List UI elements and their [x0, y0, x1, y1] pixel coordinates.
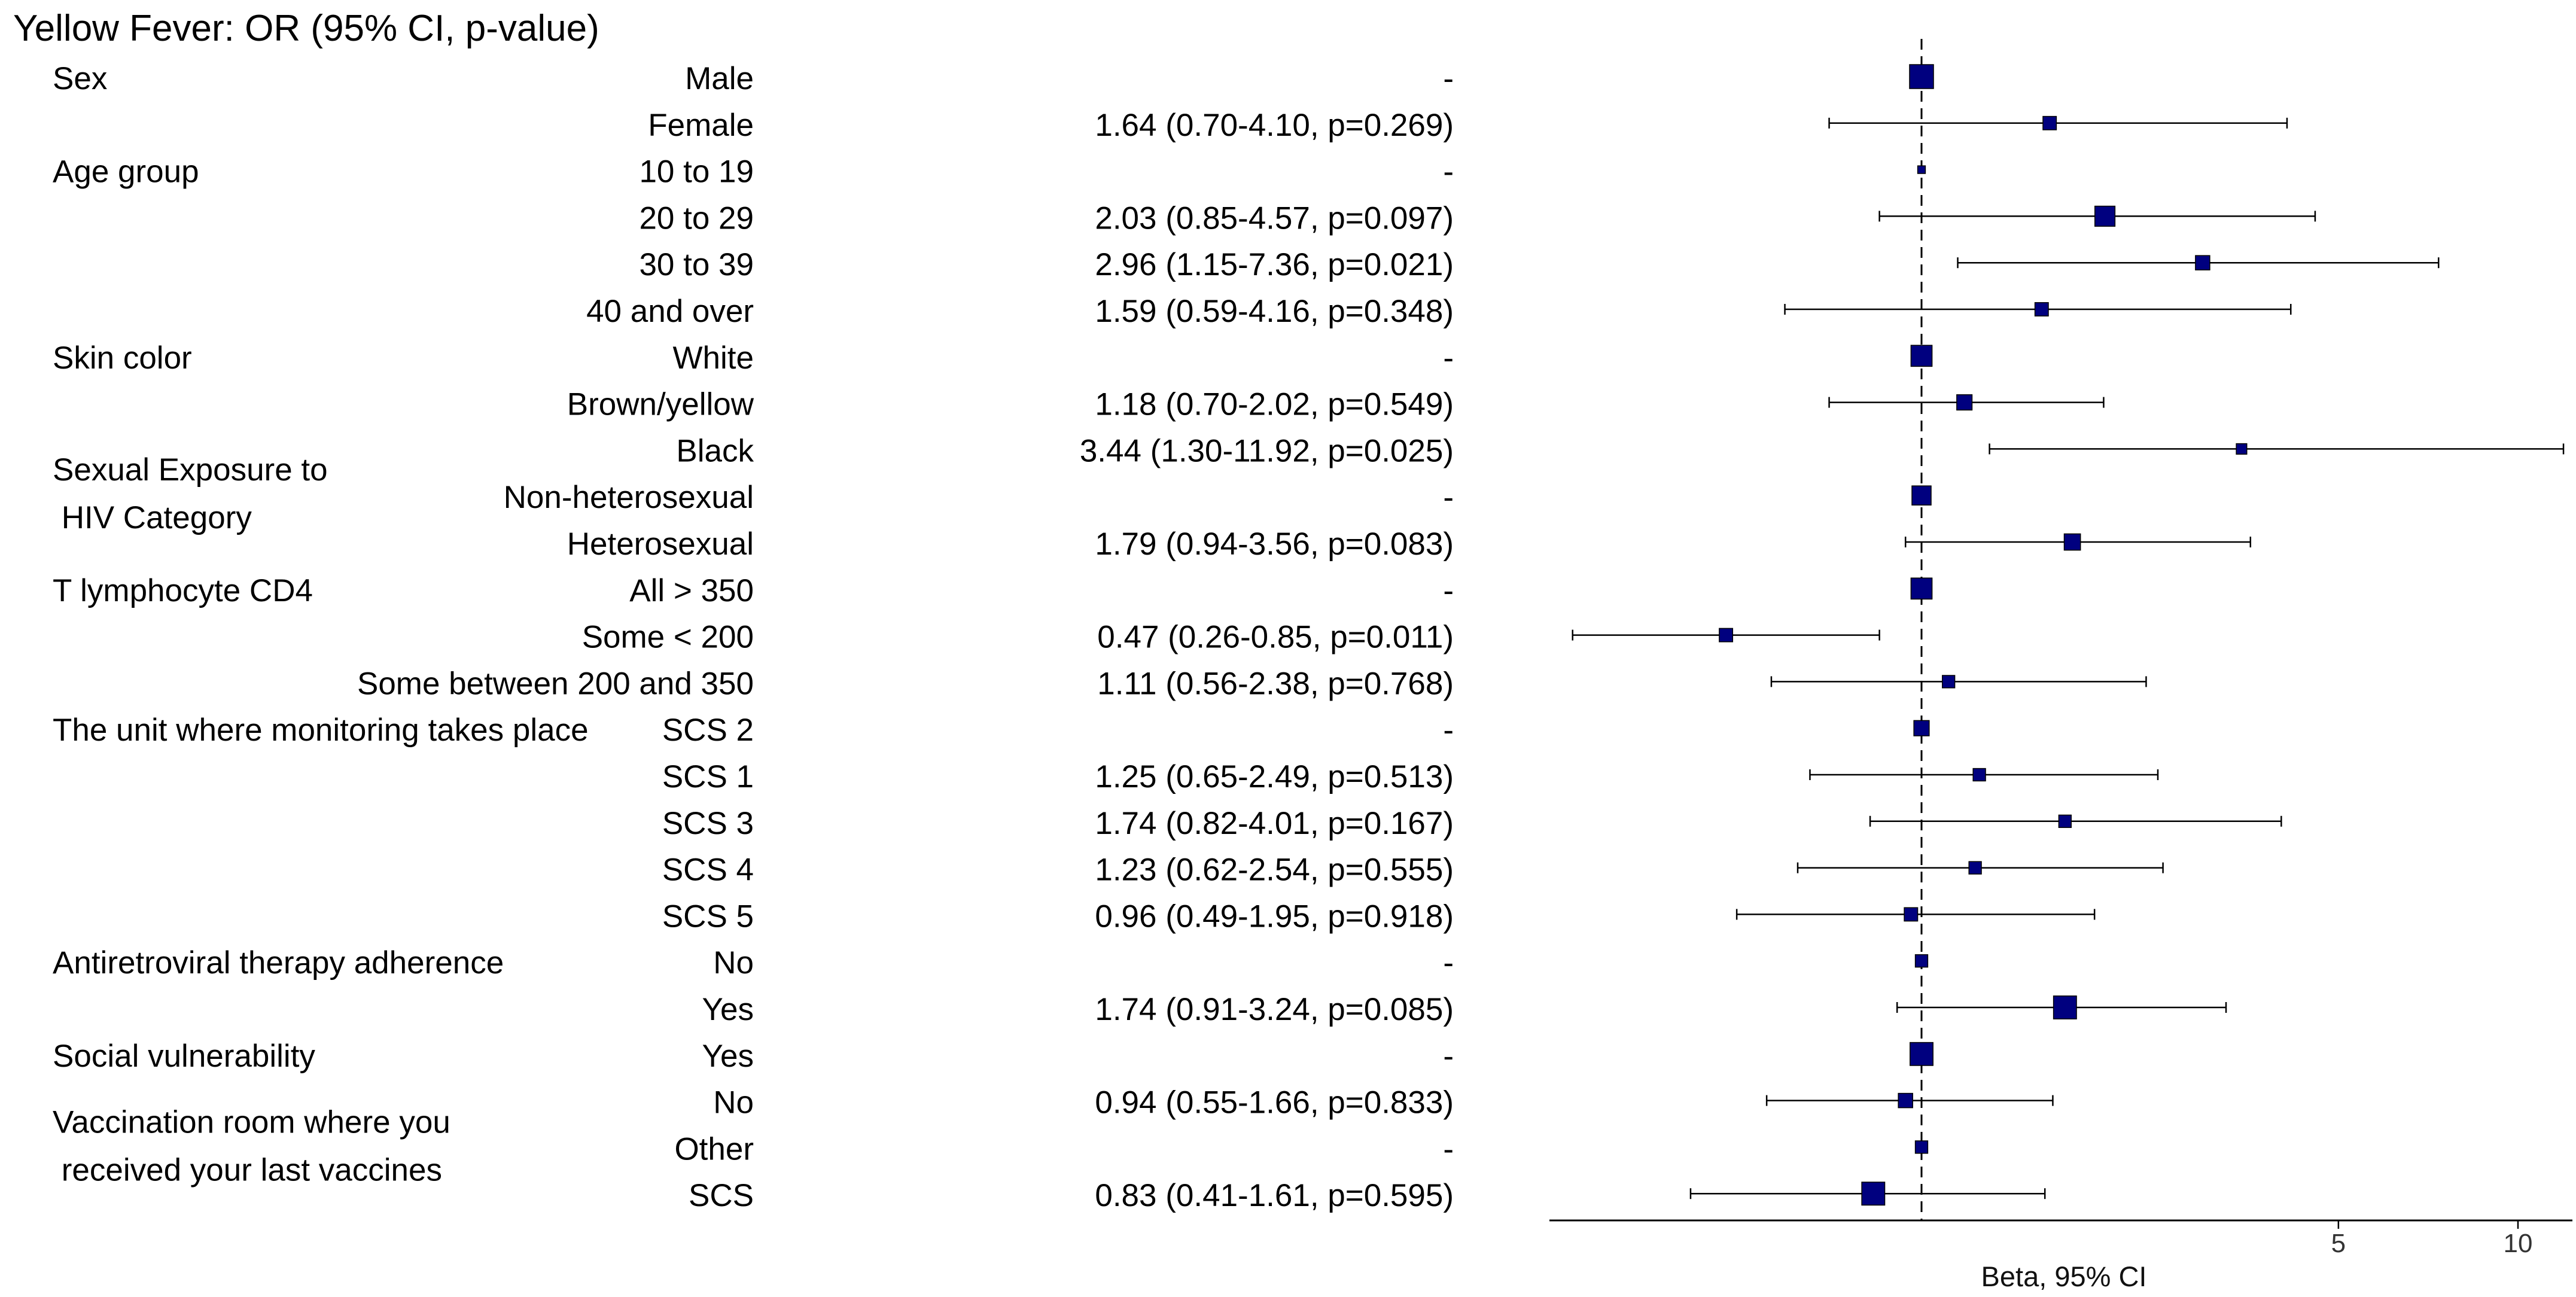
chart-title: Yellow Fever: OR (95% CI, p-value): [13, 8, 599, 49]
estimate-label: 1.23 (0.62-2.54, p=0.555): [1095, 853, 1454, 888]
plot-area: 5 10: [1549, 39, 2572, 1258]
point-marker: [2034, 302, 2049, 316]
estimate-label: -: [1443, 480, 1454, 515]
group-label: Vaccination room where you received your…: [53, 1104, 450, 1188]
point-marker: [1968, 861, 1982, 875]
group-label: Skin color: [53, 340, 192, 376]
level-label: Some < 200: [582, 620, 754, 655]
level-label: SCS 5: [662, 899, 754, 934]
point-marker: [2236, 443, 2248, 455]
group-label: Sex: [53, 61, 107, 96]
estimate-label: 1.74 (0.91-3.24, p=0.085): [1095, 992, 1454, 1027]
level-label: Other: [674, 1131, 754, 1167]
estimate-label: -: [1443, 61, 1454, 96]
level-label: White: [673, 340, 754, 376]
point-marker: [2195, 255, 2210, 270]
point-marker: [2094, 205, 2116, 227]
level-label: 40 and over: [586, 294, 754, 329]
point-marker: [1898, 1092, 1913, 1109]
level-label: All > 350: [629, 573, 754, 608]
estimate-label: 1.64 (0.70-4.10, p=0.269): [1095, 108, 1454, 143]
point-marker: [2042, 115, 2057, 130]
estimate-label: 1.25 (0.65-2.49, p=0.513): [1095, 759, 1454, 794]
point-marker: [1972, 768, 1986, 782]
level-label: No: [713, 1085, 754, 1121]
level-label: 30 to 39: [639, 247, 754, 282]
point-marker: [1942, 675, 1956, 689]
level-label: Yes: [702, 1039, 754, 1074]
level-label: SCS 1: [662, 759, 754, 794]
level-label: Non-heterosexual: [504, 480, 754, 515]
point-marker: [1719, 628, 1734, 643]
level-label: SCS 2: [662, 713, 754, 748]
point-marker: [1861, 1182, 1886, 1206]
level-label: Yes: [702, 992, 754, 1027]
estimate-label: 2.96 (1.15-7.36, p=0.021): [1095, 247, 1454, 282]
estimate-label: 3.44 (1.30-11.92, p=0.025): [1080, 433, 1454, 468]
estimate-label: -: [1443, 340, 1454, 376]
estimate-label: 0.83 (0.41-1.61, p=0.595): [1095, 1178, 1454, 1213]
point-marker: [1910, 345, 1933, 367]
group-label: Age group: [53, 154, 199, 190]
estimate-label: -: [1443, 713, 1454, 748]
level-label: Brown/yellow: [567, 387, 754, 422]
point-marker: [1914, 954, 1929, 968]
level-label: Some between 200 and 350: [357, 666, 754, 701]
estimate-label: 0.96 (0.49-1.95, p=0.918): [1095, 899, 1454, 934]
point-marker: [2058, 814, 2072, 828]
level-label: No: [713, 945, 754, 981]
estimate-label: -: [1443, 154, 1454, 190]
estimate-label: -: [1443, 945, 1454, 981]
estimate-label: 1.11 (0.56-2.38, p=0.768): [1097, 666, 1454, 701]
estimate-label: -: [1443, 1039, 1454, 1074]
point-marker: [2063, 533, 2081, 551]
level-label: Black: [676, 433, 754, 468]
estimate-label: 1.79 (0.94-3.56, p=0.083): [1095, 526, 1454, 562]
estimate-label: 1.18 (0.70-2.02, p=0.549): [1095, 387, 1454, 422]
point-marker: [1913, 720, 1930, 736]
group-label: Social vulnerability: [53, 1039, 315, 1074]
group-label: Sexual Exposure to HIV Category: [53, 452, 328, 535]
level-label: SCS: [689, 1178, 754, 1213]
point-marker: [1910, 577, 1933, 600]
point-marker: [1910, 1042, 1933, 1066]
estimate-label: -: [1443, 573, 1454, 608]
group-label: The unit where monitoring takes place: [53, 713, 589, 748]
group-label: T lymphocyte CD4: [53, 573, 313, 608]
level-label: SCS 3: [662, 806, 754, 841]
estimate-label: 2.03 (0.85-4.57, p=0.097): [1095, 200, 1454, 236]
point-marker: [1917, 165, 1926, 174]
level-label: SCS 4: [662, 853, 754, 888]
estimate-label: 0.47 (0.26-0.85, p=0.011): [1097, 620, 1454, 655]
estimate-label: 0.94 (0.55-1.66, p=0.833): [1095, 1085, 1454, 1121]
level-label: Heterosexual: [567, 526, 754, 562]
level-label: Male: [685, 61, 754, 96]
point-marker: [1904, 907, 1919, 922]
x-tick-label: 10: [2504, 1229, 2533, 1258]
point-marker: [1956, 394, 1973, 411]
estimate-label: -: [1443, 1131, 1454, 1167]
x-axis-title: Beta, 95% CI: [1981, 1261, 2147, 1292]
row-labels: Sex Male - Female 1.64 (0.70-4.10, p=0.269) A…: [53, 61, 1454, 1213]
point-marker: [2053, 995, 2077, 1019]
point-marker: [1911, 485, 1932, 506]
point-marker: [1914, 1140, 1929, 1154]
estimate-label: 1.59 (0.59-4.16, p=0.348): [1095, 294, 1454, 329]
estimate-label: 1.74 (0.82-4.01, p=0.167): [1095, 806, 1454, 841]
x-tick-label: 5: [2331, 1229, 2346, 1258]
level-label: Female: [648, 108, 754, 143]
point-marker: [1909, 64, 1934, 89]
group-label: Antiretroviral therapy adherence: [53, 945, 504, 981]
level-label: 10 to 19: [639, 154, 754, 190]
level-label: 20 to 29: [639, 200, 754, 236]
